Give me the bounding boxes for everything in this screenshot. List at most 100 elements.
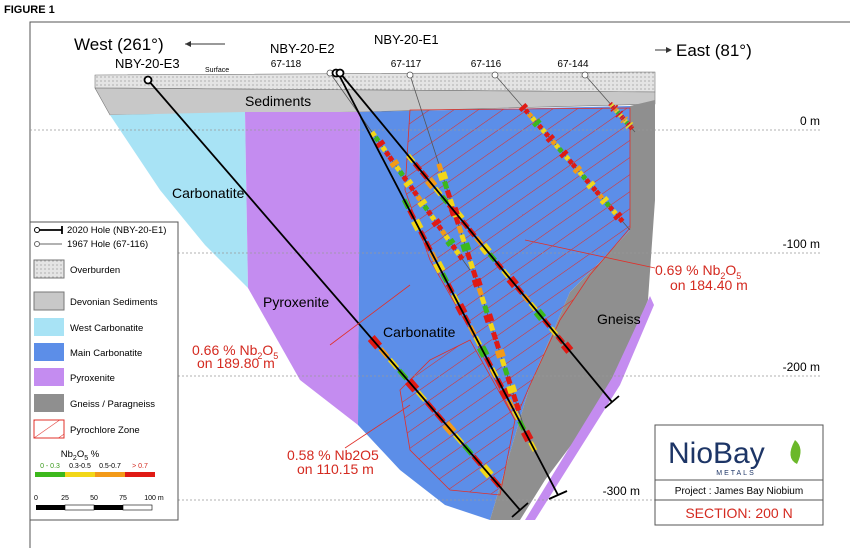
arrow-head xyxy=(666,47,672,53)
assay-interval xyxy=(465,251,473,261)
shape xyxy=(329,284,411,346)
hole-label: 67-144 xyxy=(557,59,589,70)
assay-interval xyxy=(476,287,484,296)
assay-interval xyxy=(460,242,472,253)
project-label: Project : James Bay Niobium xyxy=(675,486,803,497)
assay-interval xyxy=(411,189,419,197)
assay-interval xyxy=(523,108,530,115)
shape xyxy=(64,504,95,511)
assay-interval xyxy=(559,149,569,159)
legend-label: Main Carbonatite xyxy=(70,348,142,359)
assay-interval xyxy=(624,120,630,125)
legend-swatch xyxy=(33,419,65,439)
shape: 0 25 50 75 100 m xyxy=(34,495,164,502)
shape: 2 xyxy=(720,271,725,281)
assay-interval xyxy=(625,121,634,129)
shape xyxy=(511,502,529,518)
assay-interval xyxy=(613,107,618,112)
assay-interval xyxy=(401,174,409,182)
shape: Sediments Carbonatite Pyroxenite Carbona… xyxy=(172,93,641,340)
legend-swatch xyxy=(34,368,64,386)
shape: 0.69 % Nb xyxy=(655,262,721,278)
figure-label: FIGURE 1 xyxy=(4,4,55,16)
assay-interval xyxy=(532,118,542,128)
depth-label: -300 m xyxy=(603,484,640,498)
assay-interval xyxy=(611,208,618,216)
shape: 67-118 67-117 67-116 67-144 xyxy=(271,59,589,70)
hole-label: 67-116 xyxy=(471,59,502,70)
shape: 5 xyxy=(84,455,88,462)
assay-interval xyxy=(453,216,461,225)
scale-label: 50 xyxy=(90,495,98,502)
shape: 2020 Hole (NBY-20-E1) 1967 Hole (67-116)… xyxy=(33,225,166,462)
legend-swatch xyxy=(34,318,64,336)
grade-swatch xyxy=(35,472,65,477)
shape xyxy=(122,504,153,511)
assay-interval xyxy=(609,103,615,108)
legend-label: Gneiss / Paragneiss xyxy=(70,399,155,410)
grade-swatch xyxy=(95,472,125,477)
shape xyxy=(344,404,411,449)
shape xyxy=(548,490,568,500)
assay-interval xyxy=(610,104,616,110)
assay-interval xyxy=(610,104,619,112)
legend-label: Pyroxenite xyxy=(70,373,115,384)
assay-interval xyxy=(499,358,507,367)
assay-interval xyxy=(540,127,547,134)
assay-interval xyxy=(604,201,611,208)
grade-class: > 0.7 xyxy=(132,463,148,470)
assay-interval xyxy=(380,145,388,153)
scale-label: 100 m xyxy=(144,495,164,502)
logo-name: NioBay xyxy=(668,437,765,470)
assay-interval xyxy=(597,193,605,200)
assay-interval xyxy=(442,180,450,190)
assay-interval xyxy=(577,170,584,177)
assay-interval xyxy=(450,243,458,251)
legend-swatch xyxy=(34,343,64,361)
assay-interval xyxy=(373,135,381,143)
assay-interval xyxy=(470,269,478,279)
assay-interval xyxy=(543,131,551,138)
shape: O xyxy=(262,342,273,358)
assay-interval xyxy=(594,189,601,196)
assay-interval xyxy=(425,209,433,217)
shape: 2 xyxy=(73,455,77,462)
assay-interval xyxy=(383,150,391,158)
unit-label: Carbonatite xyxy=(383,324,456,340)
intercept-length: on 110.15 m xyxy=(297,461,374,477)
assay-interval xyxy=(584,177,591,185)
assay-interval xyxy=(513,402,522,412)
assay-interval xyxy=(482,304,490,314)
grade-class: 0 - 0.3 xyxy=(40,463,60,470)
legend-label: 1967 Hole (67-116) xyxy=(67,239,148,250)
assay-interval xyxy=(586,180,596,190)
assay-interval xyxy=(557,146,564,154)
depth-label: 0 m xyxy=(800,114,820,128)
scale-bar xyxy=(36,504,153,511)
assay-interval xyxy=(483,313,495,324)
assay-interval xyxy=(553,143,561,150)
assay-interval xyxy=(619,114,625,120)
assay-interval xyxy=(375,139,386,149)
shape xyxy=(147,79,521,511)
shape xyxy=(581,71,589,79)
assay-interval xyxy=(550,139,557,146)
assay-interval xyxy=(502,367,510,376)
assay-interval xyxy=(431,218,442,228)
unit-label: Pyroxenite xyxy=(263,294,329,310)
legend-label: Pyrochlore Zone xyxy=(70,425,140,436)
intercept-length: on 184.40 m xyxy=(670,277,748,293)
assay-interval xyxy=(488,322,496,332)
assay-interval xyxy=(511,393,519,403)
assay-interval xyxy=(617,216,625,224)
hole-label: 67-117 xyxy=(391,59,422,70)
depth-label: -100 m xyxy=(783,237,820,251)
intercept-grade: 0.58 % Nb2O5 xyxy=(287,447,379,463)
shape xyxy=(406,71,414,79)
assay-interval xyxy=(422,204,430,212)
assay-interval xyxy=(570,162,578,169)
assay-interval xyxy=(417,198,428,208)
assay-interval xyxy=(620,116,626,121)
assay-interval xyxy=(494,348,506,359)
